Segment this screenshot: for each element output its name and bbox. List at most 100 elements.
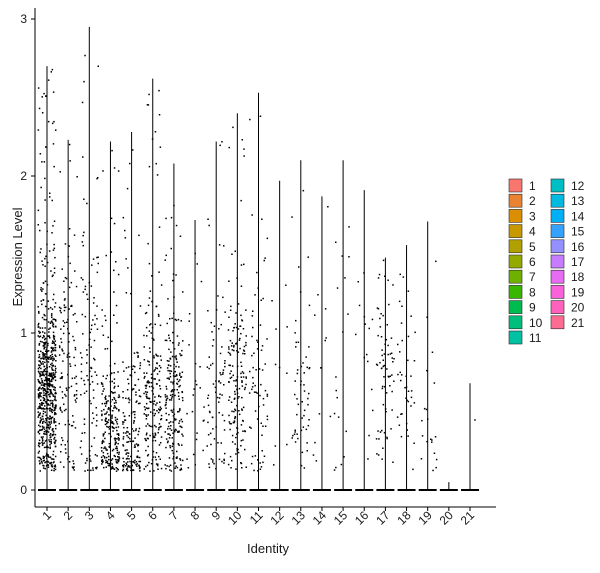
data-point	[240, 445, 242, 447]
x-tick-label: 10	[225, 508, 245, 528]
data-point	[65, 277, 68, 280]
data-point	[52, 318, 54, 320]
data-point	[138, 395, 141, 397]
data-point	[52, 433, 55, 435]
data-point	[174, 467, 176, 469]
legend-swatch	[508, 269, 523, 284]
data-point	[124, 237, 127, 239]
data-point	[72, 460, 74, 462]
data-point	[125, 462, 127, 464]
data-point	[180, 467, 182, 470]
data-point	[223, 429, 226, 431]
data-point	[179, 374, 181, 376]
data-point	[307, 397, 309, 400]
data-point	[51, 321, 54, 324]
legend-label: 15	[571, 225, 585, 239]
data-point	[173, 204, 175, 207]
data-point	[377, 277, 380, 279]
data-point	[302, 426, 305, 428]
data-point	[42, 334, 45, 337]
data-point	[46, 351, 48, 353]
data-point	[178, 444, 180, 446]
data-point	[54, 412, 56, 414]
data-point	[55, 399, 57, 402]
data-point	[47, 342, 49, 345]
y-axis-title: Expression Level	[10, 207, 25, 306]
data-point	[385, 338, 388, 341]
data-point	[45, 414, 47, 417]
data-point	[144, 437, 146, 440]
data-point	[42, 331, 44, 333]
data-point	[407, 359, 409, 362]
data-point	[96, 420, 98, 422]
data-point	[43, 354, 46, 356]
data-point	[39, 374, 41, 377]
data-point	[399, 371, 401, 374]
data-point	[124, 419, 126, 421]
data-point	[139, 362, 142, 364]
data-point	[88, 450, 91, 452]
data-point	[176, 374, 178, 377]
data-point	[46, 387, 49, 389]
data-point	[74, 346, 77, 349]
data-point	[400, 322, 403, 324]
data-point	[158, 370, 161, 373]
data-point	[104, 402, 106, 405]
data-point	[131, 469, 133, 472]
data-point	[236, 427, 238, 429]
data-point	[220, 442, 222, 444]
data-point	[148, 385, 151, 388]
data-point	[46, 261, 49, 264]
data-point	[49, 462, 51, 465]
data-point	[44, 293, 47, 295]
data-point	[413, 360, 416, 362]
data-point	[104, 420, 107, 422]
data-point	[52, 336, 55, 338]
data-point	[41, 357, 43, 360]
data-point	[39, 403, 41, 405]
data-point	[178, 386, 180, 388]
data-point	[51, 199, 53, 202]
data-point	[68, 245, 70, 247]
data-point	[178, 420, 181, 422]
data-point	[51, 402, 54, 404]
data-point	[44, 461, 46, 464]
legend-swatch	[550, 254, 565, 269]
data-point	[63, 291, 65, 293]
data-point	[175, 274, 177, 276]
data-point	[401, 305, 403, 307]
data-point	[150, 332, 152, 334]
data-point	[154, 323, 156, 326]
data-point	[73, 356, 75, 359]
x-axis-title: Identity	[247, 541, 289, 556]
x-tick-label: 16	[352, 508, 372, 528]
data-point	[145, 326, 148, 329]
data-point	[127, 466, 129, 468]
data-point	[66, 458, 69, 460]
data-point	[167, 364, 170, 367]
data-point	[405, 375, 407, 377]
data-point	[50, 461, 52, 464]
data-point	[150, 373, 153, 376]
data-point	[51, 347, 53, 349]
data-point	[155, 458, 157, 461]
data-point	[37, 326, 40, 328]
data-point	[72, 421, 75, 423]
data-point	[43, 365, 45, 368]
data-point	[72, 314, 75, 316]
data-point	[243, 155, 245, 157]
data-point	[59, 310, 61, 312]
data-point	[42, 455, 45, 458]
data-point	[37, 407, 39, 410]
data-point	[125, 397, 127, 399]
data-point	[105, 401, 108, 404]
data-point	[154, 434, 157, 436]
data-point	[344, 277, 346, 279]
data-point	[264, 363, 266, 365]
data-point	[94, 454, 97, 456]
data-point	[357, 281, 359, 283]
data-point	[111, 415, 113, 418]
data-point	[144, 384, 147, 387]
data-point	[45, 455, 47, 457]
legend-label: 21	[571, 316, 585, 330]
